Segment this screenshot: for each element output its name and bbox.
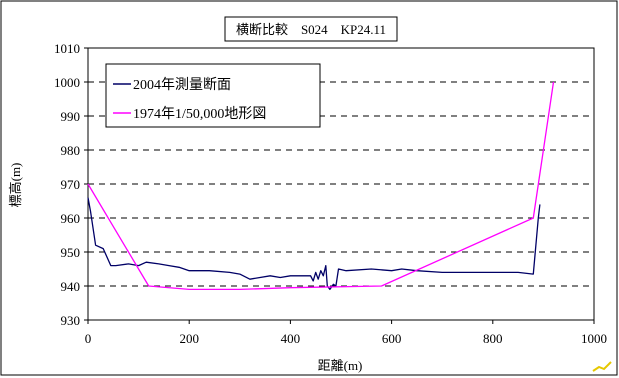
series-lines [87,81,555,291]
x-tick-label: 600 [382,331,402,346]
chart-title: 横断比較 S024 KP24.11 [236,22,386,37]
legend: 2004年測量断面 1974年1/50,000地形図 [105,63,321,128]
y-tick-label: 1010 [54,41,80,56]
x-tick-label: 1000 [581,331,607,346]
x-axis-ticks: 0 200 400 600 800 1000 [85,320,607,346]
y-tick-label: 950 [61,245,81,260]
y-axis-label: 標高(m) [8,163,23,208]
x-tick-label: 0 [85,331,92,346]
legend-label-2004: 2004年測量断面 [133,77,231,93]
y-tick-label: 930 [61,313,81,328]
gridlines [88,81,594,287]
series-line-1974-map [87,81,555,291]
legend-box [105,63,321,128]
y-tick-label: 980 [61,143,81,158]
y-axis-ticks: 930 940 950 960 970 980 990 1000 1010 [54,41,88,328]
x-axis-label: 距離(m) [318,358,363,373]
y-tick-label: 990 [61,109,81,124]
legend-label-1974: 1974年1/50,000地形図 [133,106,266,122]
chart-title-box [224,16,398,42]
y-tick-label: 970 [61,177,81,192]
y-tick-label: 960 [61,211,81,226]
decorative-mark [592,361,612,372]
x-tick-label: 200 [179,331,199,346]
y-tick-label: 1000 [54,75,80,90]
series-line-2004-survey [87,197,541,291]
y-tick-label: 940 [61,279,81,294]
x-tick-label: 800 [483,331,503,346]
x-tick-label: 400 [281,331,301,346]
